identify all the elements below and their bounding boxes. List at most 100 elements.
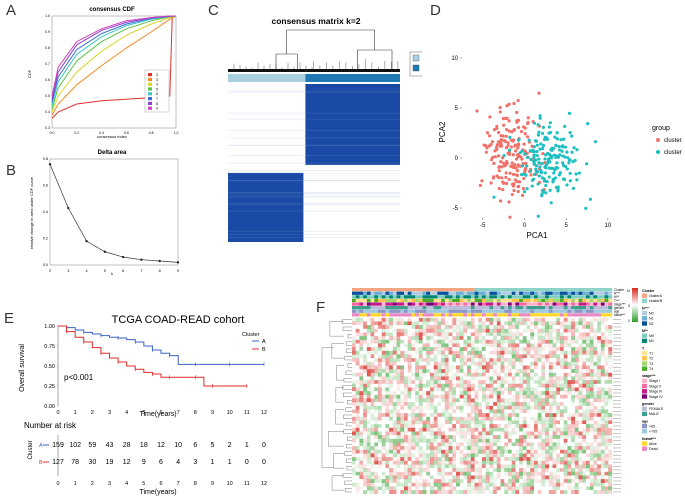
heatmap-cell (496, 325, 501, 329)
heatmap-cell (355, 424, 360, 428)
heatmap-cell (504, 365, 509, 370)
heatmap-cell (571, 339, 576, 344)
pca-x-tick: 5 (564, 223, 568, 229)
annotation-cell (355, 288, 360, 292)
heatmap-cell (411, 321, 416, 326)
heatmap-cell (378, 482, 382, 487)
heatmap-cell (444, 398, 449, 403)
heatmap-cell (378, 343, 382, 348)
heatmap-cell (500, 365, 505, 370)
delta-x-tick: 7 (140, 269, 142, 273)
heatmap-cell (574, 336, 579, 340)
heatmap-cell (352, 376, 356, 381)
annotation-cell (463, 309, 468, 313)
heatmap-cell (415, 347, 420, 351)
heatmap-cell (530, 354, 535, 359)
heatmap-cell (374, 460, 379, 465)
km-curve-A (58, 325, 264, 365)
heatmap-cell (385, 332, 390, 337)
heatmap-cell (426, 460, 431, 465)
heatmap-cell (381, 438, 386, 443)
heatmap-cell (537, 372, 542, 377)
heatmap-cell (567, 332, 572, 337)
heatmap-cell (522, 325, 527, 329)
heatmap-cell (378, 376, 382, 381)
heatmap-cell (433, 376, 438, 381)
heatmap-cell (426, 332, 431, 337)
heatmap-cell (582, 486, 587, 491)
panel-label-b: B (6, 162, 17, 179)
annotation-cell (441, 298, 446, 303)
heatmap-cell (563, 350, 568, 355)
heatmap-cell (563, 391, 568, 395)
dendrogram-base (305, 69, 400, 72)
heatmap-cell (593, 317, 598, 322)
annotation-cell (504, 302, 509, 306)
heatmap-cell (374, 416, 379, 421)
heatmap-cell (574, 453, 579, 458)
heatmap-cell (489, 416, 494, 421)
heatmap-cell (463, 482, 468, 487)
heatmap-cell (385, 464, 390, 469)
heatmap-cell (467, 332, 472, 337)
heatmap-cell (374, 420, 379, 425)
heatmap-cell (545, 365, 550, 370)
heatmap-cell (600, 365, 605, 370)
heatmap-cell (374, 376, 379, 381)
heatmap-cell (489, 475, 494, 480)
heatmap-cell (370, 387, 375, 392)
heatmap-cell (392, 482, 397, 487)
heatmap-cell (422, 372, 427, 377)
heatmap-cell (422, 486, 427, 491)
pca-point-clusterA (529, 173, 533, 177)
heatmap-cell (519, 391, 524, 395)
heatmap-cell (589, 460, 594, 465)
annotation-cell (459, 288, 464, 292)
heatmap-cell (400, 398, 405, 403)
annotation-cell (574, 306, 579, 310)
heatmap-cell (548, 336, 553, 340)
pca-point-clusterB (532, 145, 536, 149)
heatmap-cell (504, 336, 509, 340)
heatmap-cell (374, 339, 379, 344)
cdf-legend-swatch-8 (148, 101, 152, 105)
heatmap-cell (478, 317, 483, 322)
heatmap-cell (482, 398, 486, 403)
heatmap-cell (556, 457, 561, 461)
heatmap-cell (589, 358, 594, 362)
heatmap-cell (537, 460, 542, 465)
heatmap-cell (359, 391, 364, 395)
heatmap-cell (493, 387, 498, 392)
annotation-cell (548, 302, 553, 306)
cdf-legend-label-2: 2 (156, 73, 158, 77)
cdf-legend-box (144, 69, 170, 113)
heatmap-cell (548, 409, 553, 414)
heatmap-cell (586, 347, 590, 351)
cdf-x-tick: 0.4 (99, 131, 104, 135)
annotation-cell (548, 291, 553, 295)
heatmap-cell (563, 457, 568, 461)
heatmap-cell (485, 453, 490, 458)
heatmap-cell (441, 391, 446, 395)
annotation-cell (600, 295, 605, 299)
heatmap-cell (526, 398, 531, 403)
heatmap-cell (563, 369, 568, 373)
heatmap-cell (552, 468, 557, 472)
heatmap-cell (519, 376, 524, 381)
heatmap-cell (489, 479, 494, 483)
heatmap-cell (593, 431, 598, 436)
heatmap-cell (489, 369, 494, 373)
heatmap-cell (560, 365, 564, 370)
heatmap-cell (467, 424, 472, 428)
heatmap-cell (600, 471, 605, 476)
annotation-cell (381, 295, 386, 299)
annotation-cell (437, 295, 442, 299)
heatmap-cell (370, 464, 375, 469)
heatmap-cell (448, 372, 453, 377)
heatmap-cell (467, 438, 472, 443)
heatmap-cell (426, 435, 431, 439)
heatmap-cell (418, 376, 423, 381)
heatmap-cell (560, 387, 564, 392)
heatmap-cell (519, 420, 524, 425)
heatmap-cell (522, 479, 527, 483)
